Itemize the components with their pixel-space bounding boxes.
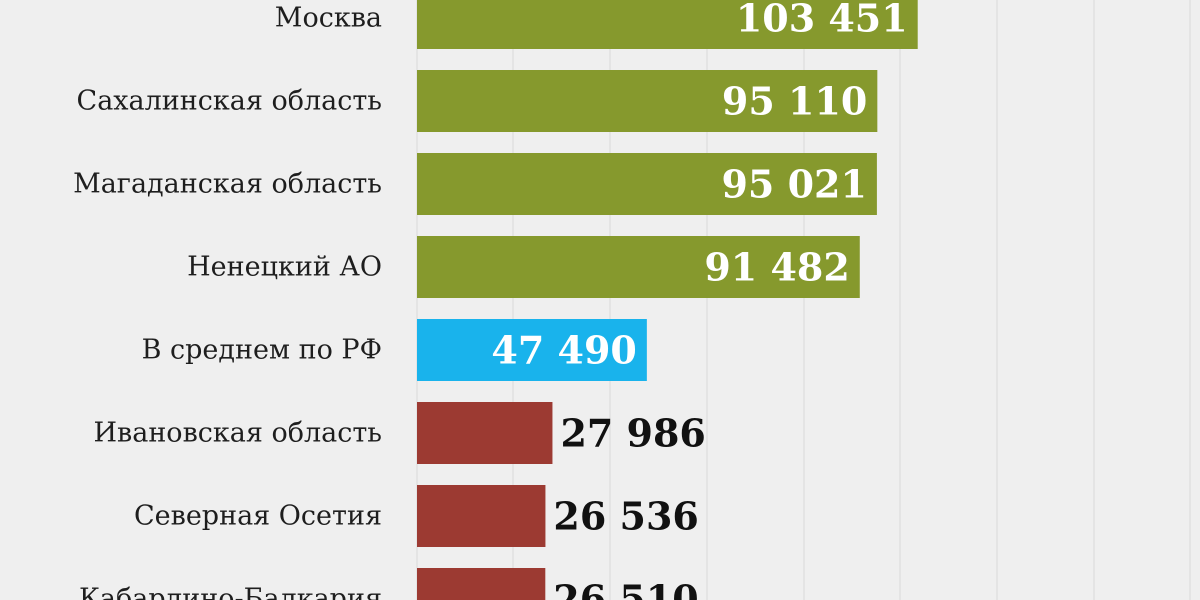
category-label-2: Магаданская область — [73, 169, 382, 200]
value-label-7: 26 510 — [553, 577, 698, 600]
bar-3 — [417, 236, 860, 298]
category-label-7: Кабардино-Балкария — [79, 584, 382, 600]
category-label-1: Сахалинская область — [77, 86, 382, 117]
value-label-4: 47 490 — [491, 328, 636, 373]
bar-7 — [417, 568, 546, 600]
bar-6 — [417, 485, 546, 547]
value-label-1: 95 110 — [722, 79, 867, 124]
category-label-3: Ненецкий АО — [187, 252, 382, 283]
bar-1 — [417, 70, 878, 132]
category-label-5: Ивановская область — [93, 418, 382, 449]
value-label-0: 103 451 — [736, 0, 908, 41]
labels-layer: Москва 103 451 Сахалинская область 95 110 Ма… — [73, 0, 908, 600]
bar-2 — [417, 153, 877, 215]
value-label-5: 27 986 — [560, 411, 705, 456]
value-label-2: 95 021 — [721, 162, 866, 207]
bars-layer — [417, 0, 918, 600]
value-label-6: 26 536 — [553, 494, 698, 539]
category-label-6: Северная Осетия — [134, 501, 382, 532]
value-label-3: 91 482 — [704, 245, 849, 290]
category-label-0: Москва — [275, 3, 382, 34]
category-label-4: В среднем по РФ — [142, 335, 382, 366]
bar-4 — [417, 319, 647, 381]
bar-0 — [417, 0, 918, 49]
bar-5 — [417, 402, 553, 464]
